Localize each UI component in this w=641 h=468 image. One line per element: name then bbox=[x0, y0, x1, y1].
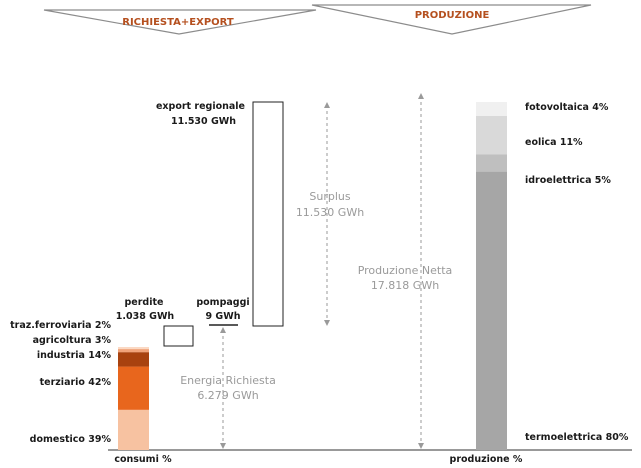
produzione-netta-label-1: Produzione Netta bbox=[358, 264, 453, 277]
pompaggi-label-1: pompaggi bbox=[196, 297, 249, 308]
left-header-triangle bbox=[43, 9, 317, 35]
right-header-title: PRODUZIONE bbox=[415, 10, 490, 21]
produzione-segment-eolica bbox=[476, 115, 507, 155]
produzione-segment-fotovoltaica bbox=[476, 102, 507, 116]
produzione-label-idroelettrica: idroelettrica 5% bbox=[525, 175, 611, 186]
produzione-label-termoelettrica: termoelettrica 80% bbox=[525, 432, 629, 443]
produzione-labels: termoelettrica 80% idroelettrica 5% eolica… bbox=[525, 102, 629, 443]
produzione-label-fotovoltaica: fotovoltaica 4% bbox=[525, 102, 609, 113]
consumi-label-traz_ferroviaria: traz.ferroviaria 2% bbox=[10, 320, 111, 331]
produzione-netta-label-2: 17.818 GWh bbox=[371, 279, 439, 292]
perdite-label-1: perdite bbox=[125, 297, 164, 308]
richiesta-label-1: Energia Richiesta bbox=[180, 374, 276, 387]
consumi-segment-domestico bbox=[118, 409, 149, 450]
export-label-2: 11.530 GWh bbox=[171, 116, 236, 127]
richiesta-label-2: 6.279 GWh bbox=[197, 389, 258, 402]
consumi-segment-traz_ferroviaria bbox=[118, 347, 149, 350]
export-label-1: export regionale bbox=[156, 101, 245, 112]
consumi-segment-agricoltura bbox=[118, 349, 149, 353]
perdite-label-2: 1.038 GWh bbox=[116, 311, 175, 322]
consumi-stacked-bar bbox=[118, 347, 149, 450]
consumi-labels: domestico 39% terziario 42% industria 14% a… bbox=[10, 320, 111, 445]
export-box bbox=[252, 101, 284, 327]
surplus-label-1: Surplus bbox=[309, 190, 350, 203]
produzione-segment-termoelettrica bbox=[476, 171, 507, 450]
consumi-label-terziario: terziario 42% bbox=[40, 377, 112, 388]
consumi-segment-industria bbox=[118, 352, 149, 367]
left-header-title: RICHIESTA+EXPORT bbox=[122, 17, 234, 28]
consumi-label-agricoltura: agricoltura 3% bbox=[33, 335, 112, 346]
pompaggi-label-2: 9 GWh bbox=[206, 311, 241, 322]
produzione-xlabel: produzione % bbox=[450, 454, 523, 465]
consumi-segment-terziario bbox=[118, 366, 149, 410]
produzione-label-eolica: eolica 11% bbox=[525, 137, 583, 148]
surplus-label-2: 11.530 GWh bbox=[296, 206, 364, 219]
produzione-stacked-bar bbox=[476, 102, 507, 450]
perdite-box bbox=[163, 325, 194, 347]
consumi-label-domestico: domestico 39% bbox=[30, 434, 112, 445]
consumi-xlabel: consumi % bbox=[114, 454, 172, 465]
consumi-label-industria: industria 14% bbox=[37, 350, 112, 361]
produzione-segment-idroelettrica bbox=[476, 154, 507, 172]
right-header-triangle bbox=[311, 4, 592, 35]
